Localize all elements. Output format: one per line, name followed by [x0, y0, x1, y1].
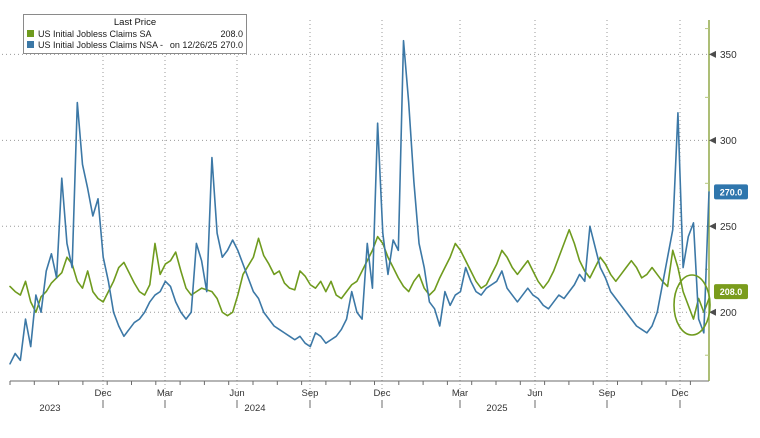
y-axis-tick: 300 [720, 136, 737, 147]
annotation-ellipse [673, 274, 711, 336]
series-line-nsa [9, 39, 710, 365]
legend-title: Last Price [113, 17, 157, 28]
x-axis-tick-label: Sep [599, 388, 616, 399]
y-axis-tick: 350 [720, 50, 737, 61]
x-axis-year-label: 2023 [39, 403, 60, 414]
legend-swatch-blue [27, 41, 34, 48]
x-axis-year-label: 2024 [244, 403, 265, 414]
legend-label-nsa: US Initial Jobless Claims NSA - [38, 39, 164, 50]
badge-sa-208: 208.0 [714, 284, 748, 300]
x-axis-tick-label: Jun [229, 388, 244, 399]
x-axis-tick-label: Dec [95, 388, 112, 399]
legend-value-sa: 208.0 [220, 28, 243, 39]
legend-value-nsa: 270.0 [220, 39, 243, 50]
x-axis-tick-label: Jun [527, 388, 542, 399]
svg-text:208.0: 208.0 [720, 287, 743, 297]
x-axis-tick-label: Sep [302, 388, 319, 399]
x-axis-tick-label: Mar [452, 388, 468, 399]
y-axis-tick: 250 [720, 222, 737, 233]
last-price-badges: 270.0 208.0 [714, 184, 748, 300]
svg-text:270.0: 270.0 [720, 187, 743, 197]
highlight-ellipse [673, 274, 711, 336]
x-axis-year-label: 2025 [486, 403, 507, 414]
axis-labels: 200 250 300 350 Dec Mar Jun Sep Dec Mar Jun Sep Dec 2… [39, 50, 737, 414]
legend-swatch-green [27, 30, 34, 37]
y-axis-tick: 200 [720, 308, 737, 319]
legend-label-sa: US Initial Jobless Claims SA [38, 28, 152, 39]
series-layer [9, 39, 710, 365]
legend[interactable]: Last Price US Initial Jobless Claims SA … [23, 14, 247, 54]
badge-nsa-270: 270.0 [714, 184, 748, 200]
legend-mid-nsa: on 12/26/25 [169, 39, 218, 50]
x-axis-tick-label: Dec [374, 388, 391, 399]
legend-row-nsa[interactable]: US Initial Jobless Claims NSA - on 12/26… [24, 39, 246, 50]
x-axis-tick-label: Mar [157, 388, 173, 399]
grid-layer [2, 20, 709, 403]
series-line-sa [9, 228, 710, 320]
legend-row-sa[interactable]: US Initial Jobless Claims SA 208.0 [24, 28, 246, 39]
x-axis-tick-label: Dec [672, 388, 689, 399]
axis-layer [9, 20, 716, 408]
